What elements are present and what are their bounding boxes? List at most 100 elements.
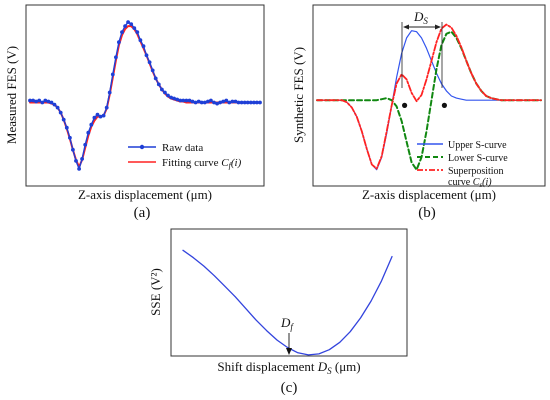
raw-data-point [163,90,167,95]
raw-data-point [49,100,54,105]
panel-c-caption: (c) [281,380,298,396]
legend-raw-label: Raw data [162,142,203,154]
raw-data-point [89,122,94,127]
raw-data-point [55,105,60,110]
intersection-point [441,102,447,108]
panel-b-ylabel: Synthetic FES (V) [291,47,306,143]
raw-data-point [258,100,262,105]
raw-data-point [58,110,63,115]
legend-super-label-line2: curve Cs(i) [448,177,492,189]
raw-data-point [178,98,183,103]
raw-data-point [184,98,189,103]
raw-data-point [126,20,130,24]
raw-data-point [212,100,216,105]
raw-data-point [196,99,201,104]
raw-data-point [98,114,103,119]
legend-lower-label: Lower S-curve [448,153,508,164]
panel-c-xlabel: Shift displacement DS (μm) [217,359,360,376]
raw-data-point [209,98,213,103]
raw-data-point [110,72,115,77]
df-label: Df [280,315,294,332]
raw-data-point [150,68,155,73]
raw-data-point [71,147,75,152]
raw-data-point [175,97,180,102]
raw-data-point [236,100,241,105]
raw-data-point [239,100,244,105]
panel-a: Raw data Fitting curve Cf(i) Measured FE… [4,4,265,221]
raw-data-point [95,112,100,117]
raw-data-point [169,95,174,100]
superposition-curve-line [316,23,542,170]
panel-b: DS Upper S-curve Lower S-curve Superposi… [291,4,546,221]
raw-data-point [132,26,137,30]
panel-b-plot [316,23,542,171]
raw-data-point [86,130,91,135]
legend-super-label-line1: Superposition [448,166,504,177]
raw-data-point [202,100,207,105]
raw-data-point [31,98,35,103]
raw-data-point [46,99,51,104]
raw-data-point [77,167,81,171]
ds-annotation: DS [401,9,443,88]
raw-data-point [52,102,57,107]
raw-data-point [153,76,158,81]
raw-data-point [92,115,97,120]
raw-data-point [233,99,238,104]
raw-data-point [80,157,84,161]
panel-c: Df SSE (V²) Shift displacement DS (μm) (… [148,228,408,396]
legend-upper-label: Upper S-curve [448,140,507,151]
raw-data-point [101,113,106,118]
raw-data-point [138,38,143,43]
raw-data-point [64,125,69,130]
legend-raw-marker [139,144,145,150]
ds-label: DS [413,9,428,26]
raw-data-point [135,30,140,34]
raw-data-point [156,82,161,87]
raw-data-point [147,60,152,65]
panel-b-legend: Upper S-curve Lower S-curve Superpositio… [417,140,508,189]
raw-data-point [199,100,204,105]
raw-data-point [107,90,112,95]
raw-data-point [166,93,170,98]
raw-data-point [172,96,177,101]
df-annotation: Df [280,315,294,355]
raw-data-point [187,98,192,103]
raw-data-point [242,100,247,105]
raw-data-point [83,142,88,147]
panel-a-ylabel: Measured FES (V) [4,46,19,144]
raw-data-point [144,53,149,58]
df-arrow-head [286,348,292,355]
raw-data-point [141,44,146,49]
raw-data-point [245,100,250,105]
legend-fit-label: Fitting curve Cf(i) [162,157,242,170]
panel-a-xlabel: Z-axis displacement (μm) [78,187,212,202]
raw-data-point [160,87,164,92]
raw-data-point [68,135,72,140]
raw-data-point [129,22,134,26]
intersection-point [402,102,408,108]
raw-data-point [252,100,256,105]
raw-data-point [221,99,226,104]
panel-b-xlabel: Z-axis displacement (μm) [362,187,496,202]
panel-b-caption: (b) [418,205,436,221]
raw-data-point [104,105,109,110]
panel-a-caption: (a) [134,205,151,221]
raw-data-point [120,30,124,34]
sse-curve-line [182,249,393,356]
raw-data-point [193,100,198,105]
raw-data-point [230,99,235,104]
panel-c-ylabel: SSE (V²) [148,268,163,316]
ds-arrow-right-head [435,24,441,30]
raw-data-point [61,117,66,122]
raw-data-point [74,159,78,163]
raw-data-point [28,98,32,103]
panel-b-frame [312,4,546,187]
raw-data-point [190,99,195,104]
lower-s-curve-line [316,30,542,171]
raw-data-point [37,98,42,103]
panel-a-legend: Raw data Fitting curve Cf(i) [128,142,242,170]
panel-a-plot [28,20,262,171]
raw-data-point [215,101,220,106]
raw-data-point [40,100,45,105]
